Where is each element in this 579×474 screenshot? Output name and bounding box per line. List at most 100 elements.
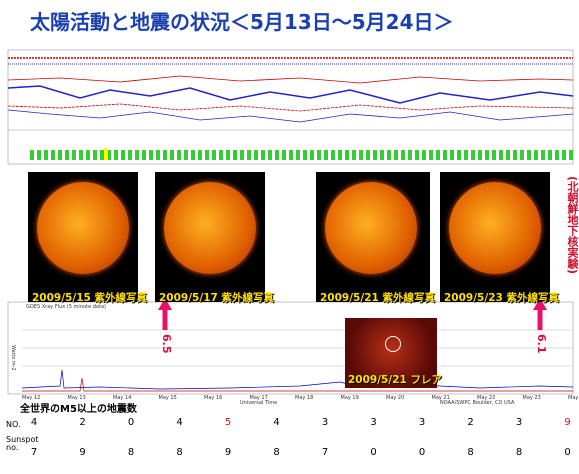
sun-disk: [164, 182, 256, 274]
activity-bar: [464, 150, 468, 160]
activity-bar: [541, 150, 545, 160]
activity-bar: [100, 150, 104, 160]
activity-bar: [135, 150, 139, 160]
photo-caption: 2009/5/17 紫外線写真: [159, 292, 274, 304]
activity-bar: [422, 150, 426, 160]
activity-bar: [555, 150, 559, 160]
activity-bar: [352, 150, 356, 160]
x-tick-label: May 17: [249, 395, 268, 401]
activity-bar: [191, 150, 195, 160]
activity-bar: [359, 150, 363, 160]
sunspot-count: 9: [79, 447, 86, 458]
xray-credit: NOAA/SWPC Boulder, CO USA: [440, 400, 515, 406]
quake-count: 4: [176, 417, 183, 428]
quake-label: 6.5: [160, 334, 173, 354]
activity-bar: [79, 150, 83, 160]
quake-count: 3: [418, 417, 426, 428]
x-tick-label: May 20: [386, 395, 405, 401]
row-label: Sunspot no.: [6, 435, 39, 452]
activity-bar: [436, 150, 440, 160]
activity-bar: [317, 150, 321, 160]
sunspot-count: 7: [30, 447, 38, 458]
activity-bar: [107, 150, 111, 160]
activity-bar: [219, 150, 223, 160]
sunspot-count: 0: [418, 447, 426, 458]
activity-bar: [408, 150, 412, 160]
activity-bar: [177, 150, 181, 160]
xray-y-label: Watts m-2: [10, 345, 16, 371]
activity-bar: [289, 150, 293, 160]
sun-photo: [155, 172, 265, 302]
x-tick-label: May 12: [22, 395, 41, 401]
activity-bar: [86, 150, 90, 160]
quake-count: 2: [467, 417, 474, 428]
quake-count: 3: [515, 417, 523, 428]
activity-bar: [534, 150, 538, 160]
activity-bar: [51, 150, 55, 160]
arrow: [533, 298, 547, 330]
x-tick-label: May 14: [113, 395, 132, 401]
sunspot-count: 8: [176, 447, 183, 458]
quake-label: 6.1: [535, 334, 548, 354]
activity-bar: [303, 150, 307, 160]
activity-bar: [268, 150, 272, 160]
row-label: NO.: [6, 420, 21, 429]
activity-bar: [366, 150, 370, 160]
x-tick-label: May 18: [295, 395, 314, 401]
activity-bar: [44, 150, 48, 160]
x-tick-label: May 16: [204, 395, 223, 401]
activity-bar: [429, 150, 433, 160]
activity-bar: [485, 150, 489, 160]
quake-count: 9: [564, 417, 571, 428]
activity-bar: [415, 150, 419, 160]
activity-bar: [198, 150, 202, 160]
quake-count: 3: [370, 417, 377, 428]
activity-bar: [93, 150, 97, 160]
x-tick-label: May 24: [568, 395, 579, 401]
activity-bar: [72, 150, 76, 160]
activity-bar: [156, 150, 160, 160]
sunspot-count: 8: [515, 447, 523, 458]
quake-count: 3: [321, 417, 329, 428]
activity-bar: [240, 150, 244, 160]
activity-bar: [296, 150, 300, 160]
photo-caption: 2009/5/15 紫外線写真: [32, 292, 147, 304]
activity-bar: [170, 150, 174, 160]
x-tick-label: May 22: [477, 395, 496, 401]
activity-bar: [128, 150, 132, 160]
arrow: [158, 298, 172, 330]
activity-bar: [387, 150, 391, 160]
activity-bar: [513, 150, 517, 160]
activity-bar: [282, 150, 286, 160]
sun-disk: [325, 182, 417, 274]
activity-bar: [58, 150, 62, 160]
activity-bar: [394, 150, 398, 160]
activity-bar: [373, 150, 377, 160]
activity-bar: [443, 150, 447, 160]
activity-bar: [548, 150, 552, 160]
x-tick-label: May 23: [522, 395, 541, 401]
activity-bar: [569, 150, 573, 160]
activity-bar: [324, 150, 328, 160]
quake-count: 5: [224, 417, 232, 428]
x-tick-label: May 13: [67, 395, 86, 401]
activity-bar: [401, 150, 405, 160]
quake-count: 0: [127, 417, 135, 428]
sunspot-count: 9: [224, 447, 232, 458]
activity-bar: [205, 150, 209, 160]
x-tick-label: May 21: [431, 395, 450, 401]
sunspot-count: 0: [564, 447, 571, 458]
activity-bar: [345, 150, 349, 160]
activity-bar: [212, 150, 216, 160]
activity-bar: [121, 150, 125, 160]
flare-image: [345, 318, 437, 388]
sunspot-count: 8: [273, 447, 280, 458]
sunspot-count: 8: [127, 447, 135, 458]
x-tick-label: May 15: [158, 395, 177, 401]
quake-count: 4: [30, 417, 38, 428]
activity-bar: [149, 150, 153, 160]
sun-photo: [440, 172, 550, 302]
activity-bar: [380, 150, 384, 160]
xray-x-label: Universal Time: [240, 400, 278, 406]
